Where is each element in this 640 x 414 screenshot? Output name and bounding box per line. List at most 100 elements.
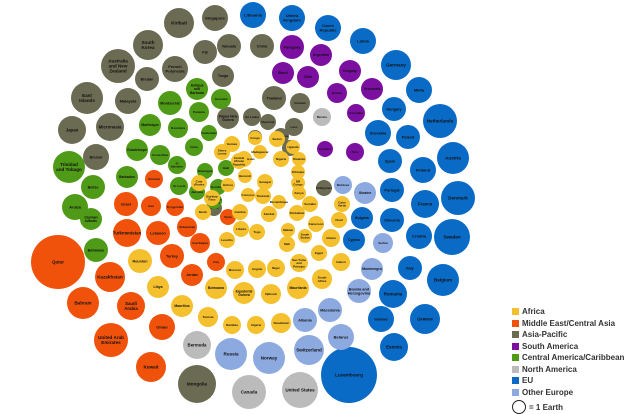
bubble-montenegro bbox=[361, 258, 383, 280]
bubble-poland bbox=[396, 125, 420, 149]
bubble-canada bbox=[232, 375, 266, 409]
bubble-label-brunei: Brunei bbox=[90, 154, 103, 159]
bubble-netherlands bbox=[423, 104, 457, 138]
bubble-brazil bbox=[272, 62, 294, 84]
bubble-guatemala bbox=[201, 125, 217, 141]
bubble-madagascar bbox=[253, 145, 267, 159]
bubble-turkey bbox=[160, 244, 184, 268]
bubble-label-malta: Malta bbox=[414, 87, 425, 92]
bubble-label-vietnam: Vietnam bbox=[294, 101, 306, 105]
bubble-label-kyrgyzstan: Kyrgyzstan bbox=[167, 205, 183, 209]
bubble-uganda bbox=[286, 140, 300, 154]
bubble-label-denmark: Denmark bbox=[448, 196, 468, 201]
bubble-label-mozambique: Mozambique bbox=[270, 200, 288, 204]
bubble-switzerland bbox=[294, 335, 324, 365]
bubble-label-armenia: Armenia bbox=[148, 177, 160, 181]
chart-legend: Africa Middle East/Central Asia Asia-Pac… bbox=[512, 306, 638, 414]
bubble-label-netherlands: Netherlands bbox=[427, 119, 454, 124]
bubble-label-guadeloupe: Guadeloupe bbox=[127, 148, 147, 152]
bubble-malaysia bbox=[115, 88, 141, 114]
bubble-label-iraq: Iraq bbox=[213, 260, 219, 264]
bubble-label-belize: Belize bbox=[88, 185, 99, 189]
bubble-bahrain bbox=[67, 287, 99, 319]
bubble-label-bahamas: Bahamas bbox=[88, 248, 105, 252]
bubble-greece bbox=[410, 304, 440, 334]
bubble-congo bbox=[248, 131, 262, 145]
bubble-romania bbox=[379, 280, 407, 308]
bubble-norway bbox=[253, 342, 285, 374]
bubble-argentina bbox=[310, 44, 332, 66]
bubble-label-austria: Austria bbox=[445, 156, 461, 161]
bubble-label-french-polynesia: French Polynesia bbox=[166, 64, 186, 73]
bubble-sudan bbox=[269, 131, 285, 147]
bubble-label-canada: Canada bbox=[241, 390, 258, 395]
bubble-label-china: China bbox=[257, 44, 268, 48]
bubble-mongolia bbox=[178, 365, 216, 403]
bubble-denmark bbox=[441, 181, 475, 215]
bubble-equatorial-guinea bbox=[233, 282, 255, 304]
bubble-belize bbox=[81, 175, 105, 199]
bubble-liberia bbox=[233, 221, 249, 237]
legend-scale: = 1 Earth bbox=[512, 400, 638, 414]
bubble-label-tonga: Tonga bbox=[218, 74, 228, 78]
legend-item: Central America/Caribbean bbox=[512, 352, 638, 364]
bubble-kiribati bbox=[164, 8, 194, 38]
bubble-label-sweden: Sweden bbox=[443, 235, 461, 240]
bubble-burundi bbox=[238, 169, 252, 183]
bubble-label-kazakhstan: Kazakhstan bbox=[97, 275, 123, 280]
bubble-label-luxembourg: Luxembourg bbox=[335, 373, 363, 378]
bubble-austria bbox=[437, 142, 469, 174]
bubble-serbia bbox=[373, 233, 393, 253]
bubble-label-reunion: Reunion bbox=[133, 259, 149, 263]
bubble-label-greece: Greece bbox=[417, 317, 433, 322]
bubble-label-senegal: Senegal bbox=[259, 180, 271, 184]
bubble-estonia bbox=[380, 333, 408, 361]
bubble-rwanda bbox=[292, 152, 306, 166]
bubble-label-south-sudan: South Sudan bbox=[300, 232, 309, 239]
bubble-label-niger: Niger bbox=[272, 266, 281, 270]
bubble-label-fiji: Fiji bbox=[202, 50, 207, 54]
bubble-label-zambia: Zambia bbox=[264, 212, 275, 216]
bubble-label-ecuador: Ecuador bbox=[319, 147, 332, 151]
bubble-el-salvador bbox=[168, 156, 186, 174]
bubble-label-comoros: Comoros bbox=[241, 193, 254, 197]
bubble-sierra-leone bbox=[214, 144, 230, 160]
bubble-label-japan: Japan bbox=[66, 128, 79, 133]
bubble-label-poland: Poland bbox=[402, 135, 415, 139]
bubble-cote-d-ivoire bbox=[191, 175, 207, 191]
bubble-label-bhutan: Bhutan bbox=[141, 77, 155, 81]
bubble-label-macedonia: Macedonia bbox=[320, 308, 340, 312]
bubble-label-croatia: Croatia bbox=[412, 233, 427, 238]
bubble-bahamas bbox=[84, 238, 108, 262]
bubble-libya bbox=[147, 276, 169, 298]
bubble-swaziland bbox=[271, 313, 291, 333]
bubble-label-slovenia: Slovenia bbox=[384, 218, 400, 222]
bubble-label-malaysia: Malaysia bbox=[120, 98, 138, 103]
bubble-label-kuwait: Kuwait bbox=[143, 365, 159, 370]
bubble-trinidad-and-tobago bbox=[53, 151, 85, 183]
bubble-slovakia bbox=[365, 120, 391, 146]
bubble-label-guinea: Guinea bbox=[227, 142, 238, 146]
bubble-malawi bbox=[281, 223, 295, 237]
bubble-luxembourg bbox=[321, 347, 377, 403]
bubble-label-united-states: United States bbox=[285, 388, 315, 393]
bubble-label-dominica: Dominica bbox=[171, 126, 185, 130]
bubble-russia bbox=[215, 338, 247, 370]
bubble-paraguay bbox=[280, 35, 304, 59]
bubble-jordan bbox=[181, 264, 203, 286]
bubble-thailand bbox=[262, 86, 286, 110]
legend-item: EU bbox=[512, 375, 638, 387]
bubble-tonga bbox=[212, 65, 234, 87]
bubble-label-brazil: Brazil bbox=[278, 71, 287, 75]
bubble-label-gambia: Gambia bbox=[234, 210, 245, 214]
bubble-vietnam bbox=[290, 93, 310, 113]
bubble-saudi-arabia bbox=[117, 292, 145, 320]
bubble-label-lebanon: Lebanon bbox=[150, 231, 166, 235]
legend-swatch-asia-pacific bbox=[512, 331, 519, 339]
bubble-label-nigeria: Nigeria bbox=[276, 157, 287, 161]
legend-label: Africa bbox=[522, 307, 545, 317]
bubble-label-honduras: Honduras bbox=[211, 185, 225, 189]
bubble-label-italy: Italy bbox=[406, 266, 414, 270]
bubble-mauritania bbox=[287, 277, 309, 299]
bubble-algeria bbox=[247, 316, 265, 334]
